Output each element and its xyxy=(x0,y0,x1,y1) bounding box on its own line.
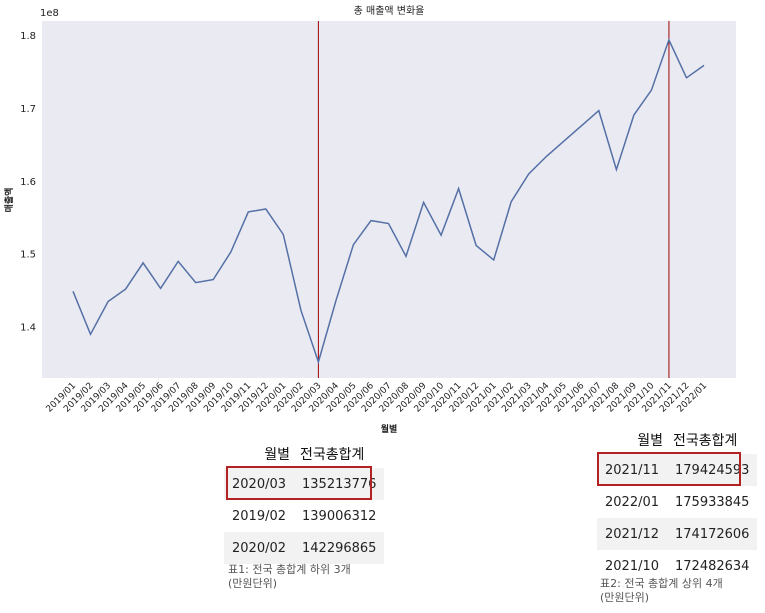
table-row: 2020/03 135213776 xyxy=(224,468,385,500)
table-header-month: 월별 xyxy=(637,433,664,449)
table-cell-month: 2020/02 xyxy=(224,532,295,564)
y-tick-label: 1.8 xyxy=(20,31,36,42)
table-row: 2020/02 142296865 xyxy=(224,532,385,564)
table-cell-month: 2019/02 xyxy=(232,508,287,524)
table-row: 2019/02 139006312 xyxy=(224,500,384,532)
table2-caption: 표2: 전국 총합계 상위 4개 (만원단위) xyxy=(600,577,723,604)
table-header-month: 월별 xyxy=(264,447,291,463)
bottom3-table: 월별 전국총합계 2020/03 135213776 2019/02 13900… xyxy=(224,440,385,564)
lowest-row-highlight xyxy=(226,466,372,500)
series-line xyxy=(72,37,705,365)
table-cell-month: 2021/10 xyxy=(605,558,660,574)
table-header-total: 전국총합계 xyxy=(673,433,738,449)
table1-caption: 표1: 전국 총합계 하위 3개 (만원단위) xyxy=(228,563,351,590)
table-cell-total: 135213776 xyxy=(294,468,385,500)
y-tick-label: 1.6 xyxy=(20,177,36,188)
table-cell-month: 2021/12 xyxy=(597,518,668,550)
table-cell-total: 175933845 xyxy=(675,494,750,510)
top4-table: 월별 전국총합계 2021/11 179424593 2022/01 17593… xyxy=(597,426,758,582)
table-cell-total: 172482634 xyxy=(675,558,750,574)
table-cell-total: 174172606 xyxy=(667,518,758,550)
table-header-total: 전국총합계 xyxy=(300,447,365,463)
highest-row-highlight xyxy=(597,452,741,486)
table-cell-month: 2020/03 xyxy=(224,468,295,500)
table-cell-month: 2021/11 xyxy=(597,454,668,486)
x-axis-label: 월별 xyxy=(381,423,398,435)
table-cell-month: 2022/01 xyxy=(605,494,660,510)
table-cell-total: 142296865 xyxy=(294,532,385,564)
table-row: 2022/01 175933845 xyxy=(597,486,757,518)
y-tick-label: 1.5 xyxy=(20,250,36,261)
table-cell-total: 179424593 xyxy=(667,454,758,486)
y-axis-label: 매출액 xyxy=(3,188,15,213)
table-row: 2021/10 172482634 xyxy=(597,550,757,582)
y-tick-label: 1.7 xyxy=(20,104,36,115)
table-row: 2021/12 174172606 xyxy=(597,518,758,550)
sales-line-chart: 총 매출액 변화율 1e8 매출액 월별 1.41.51.61.71.8 201… xyxy=(3,5,736,435)
table-cell-total: 139006312 xyxy=(302,508,377,524)
plot-background xyxy=(42,21,736,378)
y-tick-label: 1.4 xyxy=(20,323,36,334)
y-offset-label: 1e8 xyxy=(40,8,59,19)
chart-title: 총 매출액 변화율 xyxy=(354,5,425,17)
table-row: 2021/11 179424593 xyxy=(597,454,758,486)
